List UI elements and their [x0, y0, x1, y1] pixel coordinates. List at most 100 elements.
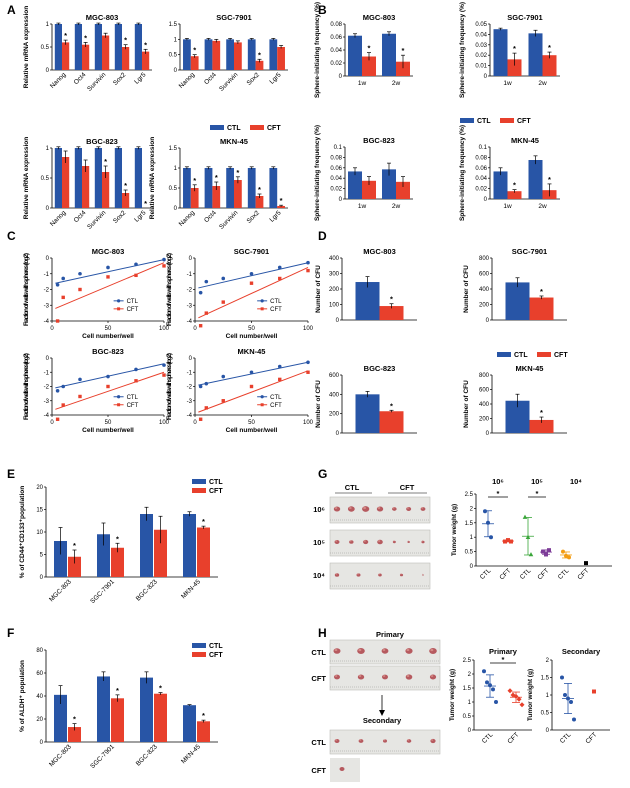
- data-point: [522, 514, 528, 519]
- y-tick-label: 0: [339, 74, 343, 80]
- legend-swatch-cft: [192, 652, 206, 657]
- bar-cft: [507, 59, 522, 76]
- tumor-highlight: [334, 648, 338, 652]
- x-tick-label: 2w: [538, 203, 547, 210]
- y-tick-label: 0: [484, 197, 488, 203]
- tumor-highlight: [406, 675, 410, 677]
- tumor-sample: [422, 574, 424, 576]
- significance-star: *: [513, 44, 516, 53]
- bar-ctl: [74, 24, 82, 70]
- bar-ctl: [528, 160, 543, 199]
- y-tick-label: 0.5: [41, 176, 50, 182]
- data-point-ctl: [277, 364, 282, 369]
- x-axis-label: Cell number/well: [226, 333, 278, 340]
- data-point: [569, 700, 573, 704]
- data-point-ctl: [249, 370, 254, 375]
- tumor-sample: [392, 540, 396, 544]
- significance-star: *: [202, 517, 205, 526]
- x-tick-label: BGC-823: [135, 578, 159, 602]
- data-point: [592, 689, 596, 694]
- bar-ctl: [114, 148, 122, 208]
- significance-star: *: [193, 176, 196, 185]
- significance-star: *: [258, 185, 261, 194]
- y-axis-label: Relative mRNA expression: [23, 6, 30, 89]
- y-tick-label: -4: [44, 413, 50, 419]
- chart-B2: SGC-7901 Sphere-initiating frequency (%) 0…: [459, 2, 560, 98]
- y-tick-label: 2: [546, 658, 550, 664]
- legend-label: CTL: [127, 299, 139, 305]
- legend-swatch-ctl: [460, 118, 474, 123]
- panel-letters: A B C D E F G H: [7, 3, 327, 640]
- panel-letter-H: H: [318, 626, 327, 640]
- y-tick-label: 2.5: [463, 658, 472, 664]
- bar-ctl: [204, 168, 213, 208]
- bar-cft: [277, 206, 285, 208]
- legend-marker-cft: [260, 307, 264, 311]
- x-tick-label: Survivin: [86, 209, 108, 231]
- bar-ctl: [140, 514, 153, 577]
- bar-ctl: [114, 24, 122, 70]
- y-axis-label: Sphere-initiating frequency (%): [314, 2, 321, 98]
- data-point-cft: [61, 403, 65, 407]
- y-tick-label: 15: [36, 508, 43, 514]
- y-tick-label: 800: [479, 256, 490, 262]
- tumor-highlight: [431, 739, 434, 741]
- data-point: [489, 535, 493, 540]
- bar-cft: [154, 529, 167, 577]
- photo-strip: [329, 665, 441, 691]
- tumor-sample: [376, 506, 384, 512]
- significance-star: *: [202, 711, 205, 720]
- x-tick-label: Sox2: [112, 209, 128, 225]
- bar-cft: [190, 188, 199, 208]
- photo-panel-H: Primary Secondary CTL CFT CTL CFT: [311, 630, 441, 782]
- y-tick-label: 20: [36, 717, 43, 723]
- y-tick-label: 300: [329, 272, 340, 278]
- legend-label: CTL: [127, 395, 139, 401]
- legend-label-cft: CFT: [209, 488, 223, 495]
- tumor-highlight: [407, 739, 410, 741]
- y-tick-label: 0.03: [475, 43, 487, 49]
- data-point-ctl: [221, 276, 226, 281]
- x-tick-label: Nanog: [178, 209, 197, 228]
- x-tick-label: Survivin: [218, 209, 240, 231]
- data-point-ctl: [306, 260, 310, 265]
- tumor-highlight: [358, 675, 362, 677]
- bar-ctl: [54, 24, 62, 70]
- data-point-ctl: [134, 367, 138, 372]
- data-point: [564, 553, 568, 558]
- data-point-cft: [55, 319, 60, 323]
- y-tick-label: -4: [187, 413, 193, 419]
- y-axis-label: Relative mRNA expression: [149, 137, 156, 220]
- tumor-highlight: [335, 739, 338, 741]
- y-tick-label: 0: [40, 575, 44, 581]
- fit-line-cft: [198, 370, 309, 413]
- y-tick-label: 1: [46, 146, 50, 152]
- y-tick-label: -1: [187, 370, 193, 376]
- bar-ctl: [355, 394, 380, 433]
- x-tick-label: MGC-803: [48, 743, 73, 768]
- y-axis-label: Fraction of wells with spheres (log2): [166, 253, 173, 326]
- y-tick-label: 60: [36, 671, 43, 677]
- panel-letter-E: E: [7, 467, 15, 481]
- significance-star: *: [390, 401, 393, 410]
- y-tick-label: 400: [329, 392, 340, 398]
- data-point-cft: [278, 276, 282, 281]
- chart-title: Primary: [489, 647, 518, 656]
- data-point-ctl: [78, 377, 82, 382]
- data-point-cft: [306, 370, 310, 374]
- significance-star: *: [144, 199, 147, 208]
- bar-ctl: [226, 39, 234, 70]
- y-tick-label: -2: [187, 385, 193, 391]
- y-tick-label: 600: [479, 388, 490, 394]
- tumor-highlight: [430, 675, 434, 677]
- data-point: [506, 538, 510, 543]
- data-point-ctl: [106, 374, 110, 379]
- x-tick-label: Oct4: [203, 209, 218, 224]
- bar-cft: [255, 196, 264, 208]
- y-tick-label: 0.02: [475, 53, 487, 59]
- significance-star: *: [159, 684, 162, 693]
- significance-star: *: [116, 534, 119, 543]
- legend-marker-ctl: [117, 395, 121, 399]
- data-point-cft: [134, 273, 138, 278]
- y-tick-label: -2: [187, 288, 193, 294]
